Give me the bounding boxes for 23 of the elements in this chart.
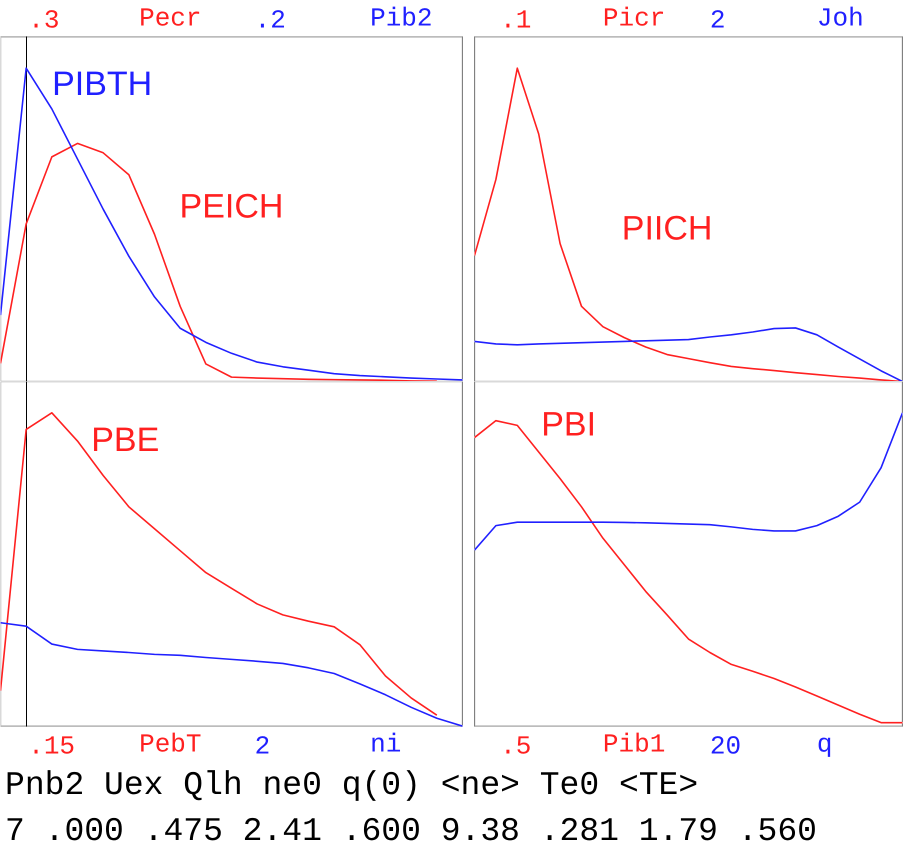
annotation: PEICH	[180, 188, 284, 226]
text: Pib2	[370, 4, 433, 34]
text: .2	[254, 6, 286, 36]
annotation: PIICH	[622, 210, 712, 248]
text: 7 .000 .475 2.41 .600 9.38 .281 1.79 .560	[5, 813, 817, 850]
text: q	[816, 729, 833, 760]
annotation: PIBTH	[52, 65, 152, 104]
text: Pnb2 Uex Qlh ne0 q(0) <ne> Te0 <TE>	[5, 767, 698, 804]
text: Pib1	[602, 729, 666, 760]
series-label: ni	[370, 729, 402, 760]
text: .15	[28, 731, 76, 762]
annotation: PBI	[541, 406, 596, 444]
annotation: PBE	[91, 421, 160, 460]
text: Pecr	[139, 4, 202, 34]
text: 2	[254, 731, 270, 762]
text: .3	[28, 6, 60, 36]
text: Picr	[602, 4, 666, 34]
text: 2	[710, 6, 726, 36]
text: .5	[500, 731, 532, 762]
text: .1	[500, 6, 532, 36]
text: PebT	[139, 729, 202, 760]
text: Joh	[816, 4, 864, 34]
text: 20	[710, 731, 742, 762]
